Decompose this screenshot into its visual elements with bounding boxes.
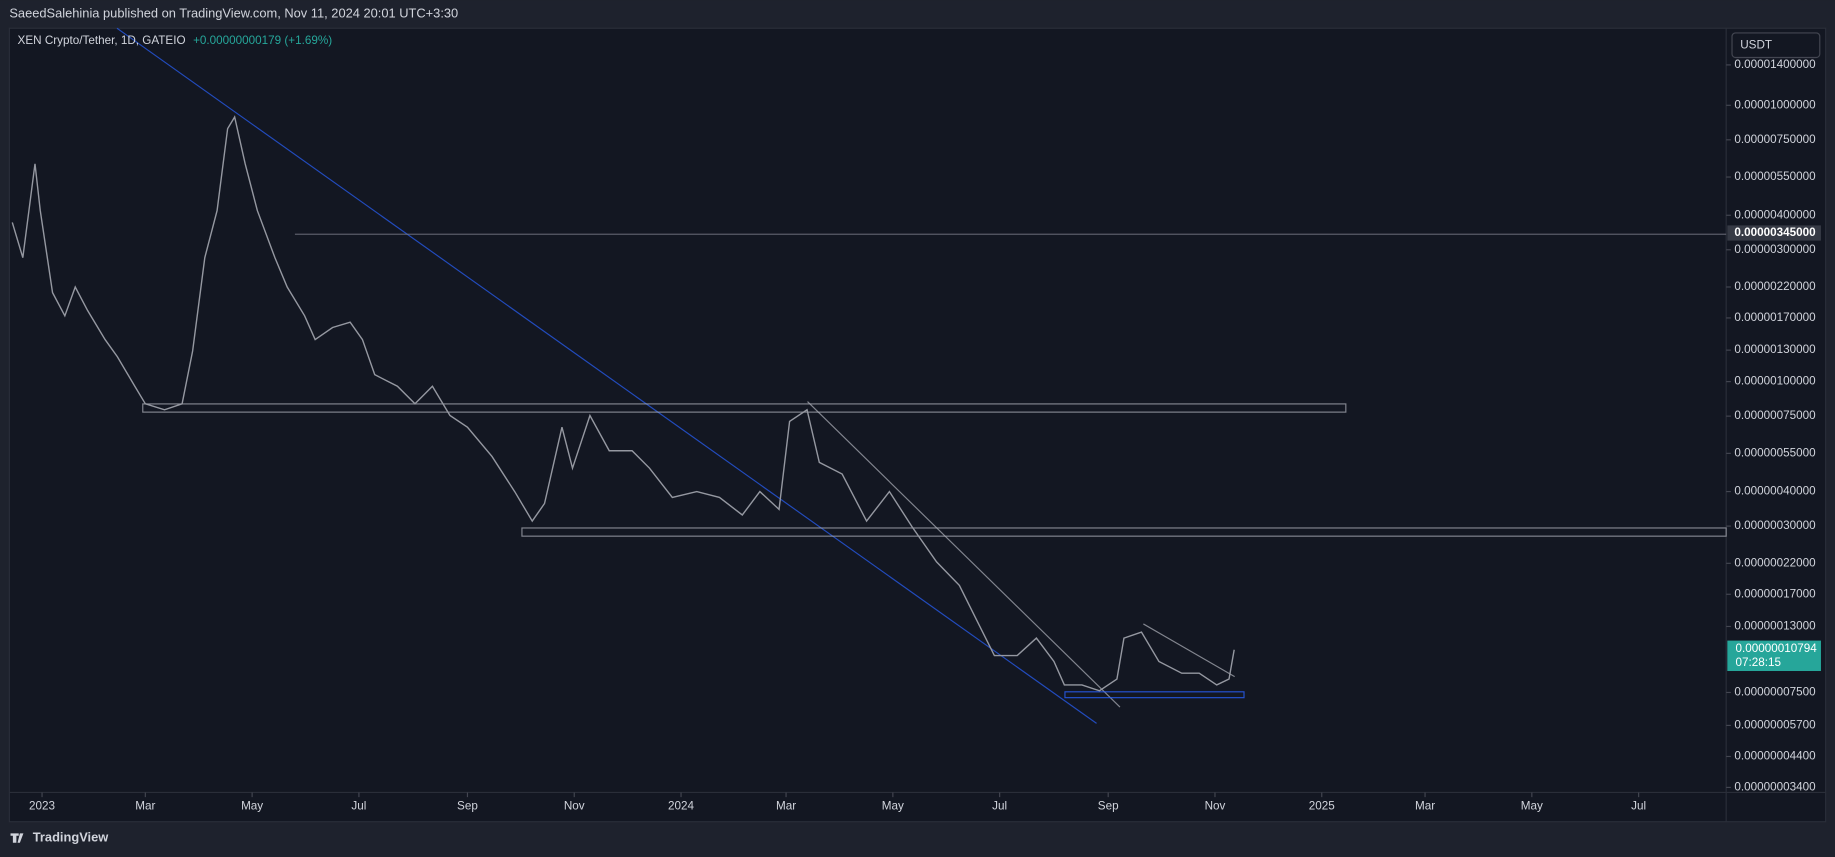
zone xyxy=(142,403,1347,413)
y-tick-label: 0.00000075000 xyxy=(1734,409,1816,422)
x-tick-label: Nov xyxy=(1205,800,1226,813)
trendline xyxy=(116,27,1097,724)
price-line xyxy=(11,115,1235,692)
y-tick-label: 0.00000400000 xyxy=(1734,208,1816,221)
y-tick-label: 0.00000030000 xyxy=(1734,519,1816,532)
x-tick-label: May xyxy=(241,800,263,813)
y-tick-label: 0.00000007500 xyxy=(1734,686,1816,699)
countdown: 07:28:15 xyxy=(1736,656,1782,669)
x-tick-label: Mar xyxy=(776,800,796,813)
x-tick-label: Mar xyxy=(135,800,155,813)
trendline xyxy=(1143,623,1235,678)
y-tick-label: 0.00000017000 xyxy=(1734,587,1816,600)
y-tick-label: 0.00001000000 xyxy=(1734,98,1816,111)
y-tick-label: 0.00000220000 xyxy=(1734,280,1816,293)
x-tick-label: 2023 xyxy=(29,800,55,813)
y-tick-label: 0.00000130000 xyxy=(1734,343,1816,356)
drawings xyxy=(116,27,1727,724)
x-tick-label: May xyxy=(1521,800,1543,813)
last-price-bg xyxy=(1727,640,1821,672)
zone xyxy=(1064,691,1245,699)
y-tick-label: 0.00000750000 xyxy=(1734,133,1816,146)
y-tick-label: 0.00000100000 xyxy=(1734,375,1816,388)
currency-button[interactable] xyxy=(1731,32,1821,59)
y-tick-label: 0.00000003400 xyxy=(1734,781,1816,794)
trendline xyxy=(807,401,1121,708)
y-tick-label: 0.00000300000 xyxy=(1734,243,1816,256)
publisher: SaeedSalehinia published on TradingView.… xyxy=(9,6,458,21)
x-tick-label: May xyxy=(882,800,904,813)
y-tick-label: 0.00000170000 xyxy=(1734,311,1816,324)
x-tick-label: Jul xyxy=(992,800,1007,813)
x-tick-label: Nov xyxy=(564,800,585,813)
symbol-change: +0.00000000179 (+1.69%) xyxy=(193,34,332,47)
level-label-bg xyxy=(1727,225,1821,241)
y-tick-label: 0.00000022000 xyxy=(1734,556,1816,569)
y-tick-label: 0.00000055000 xyxy=(1734,446,1816,459)
brand-logo xyxy=(10,833,24,843)
y-tick-label: 0.00000013000 xyxy=(1734,620,1816,633)
zone xyxy=(521,527,1727,537)
currency[interactable]: USDT xyxy=(1740,38,1772,51)
last-price-label: 0.00000010794 xyxy=(1736,642,1818,655)
x-tick-label: 2025 xyxy=(1309,800,1336,813)
y-tick-label: 0.00000550000 xyxy=(1734,170,1816,183)
chart-panel xyxy=(8,27,1827,823)
y-tick-label: 0.00000005700 xyxy=(1734,718,1816,731)
symbol-title: XEN Crypto/Tether, 1D, GATEIO xyxy=(18,34,186,47)
plot xyxy=(11,115,1235,692)
x-tick-label: Jul xyxy=(351,800,366,813)
x-tick-label: Sep xyxy=(1098,800,1119,813)
level-label: 0.00000345000 xyxy=(1734,226,1816,239)
x-tick-label: 2024 xyxy=(668,800,695,813)
x-tick-label: Sep xyxy=(457,800,478,813)
y-tick-label: 0.00001400000 xyxy=(1734,58,1816,71)
y-tick-label: 0.00000040000 xyxy=(1734,485,1816,498)
y-tick-label: 0.00000004400 xyxy=(1734,750,1816,763)
brand: TradingView xyxy=(33,830,110,845)
x-tick-label: Mar xyxy=(1415,800,1435,813)
x-tick-label: Jul xyxy=(1631,800,1646,813)
